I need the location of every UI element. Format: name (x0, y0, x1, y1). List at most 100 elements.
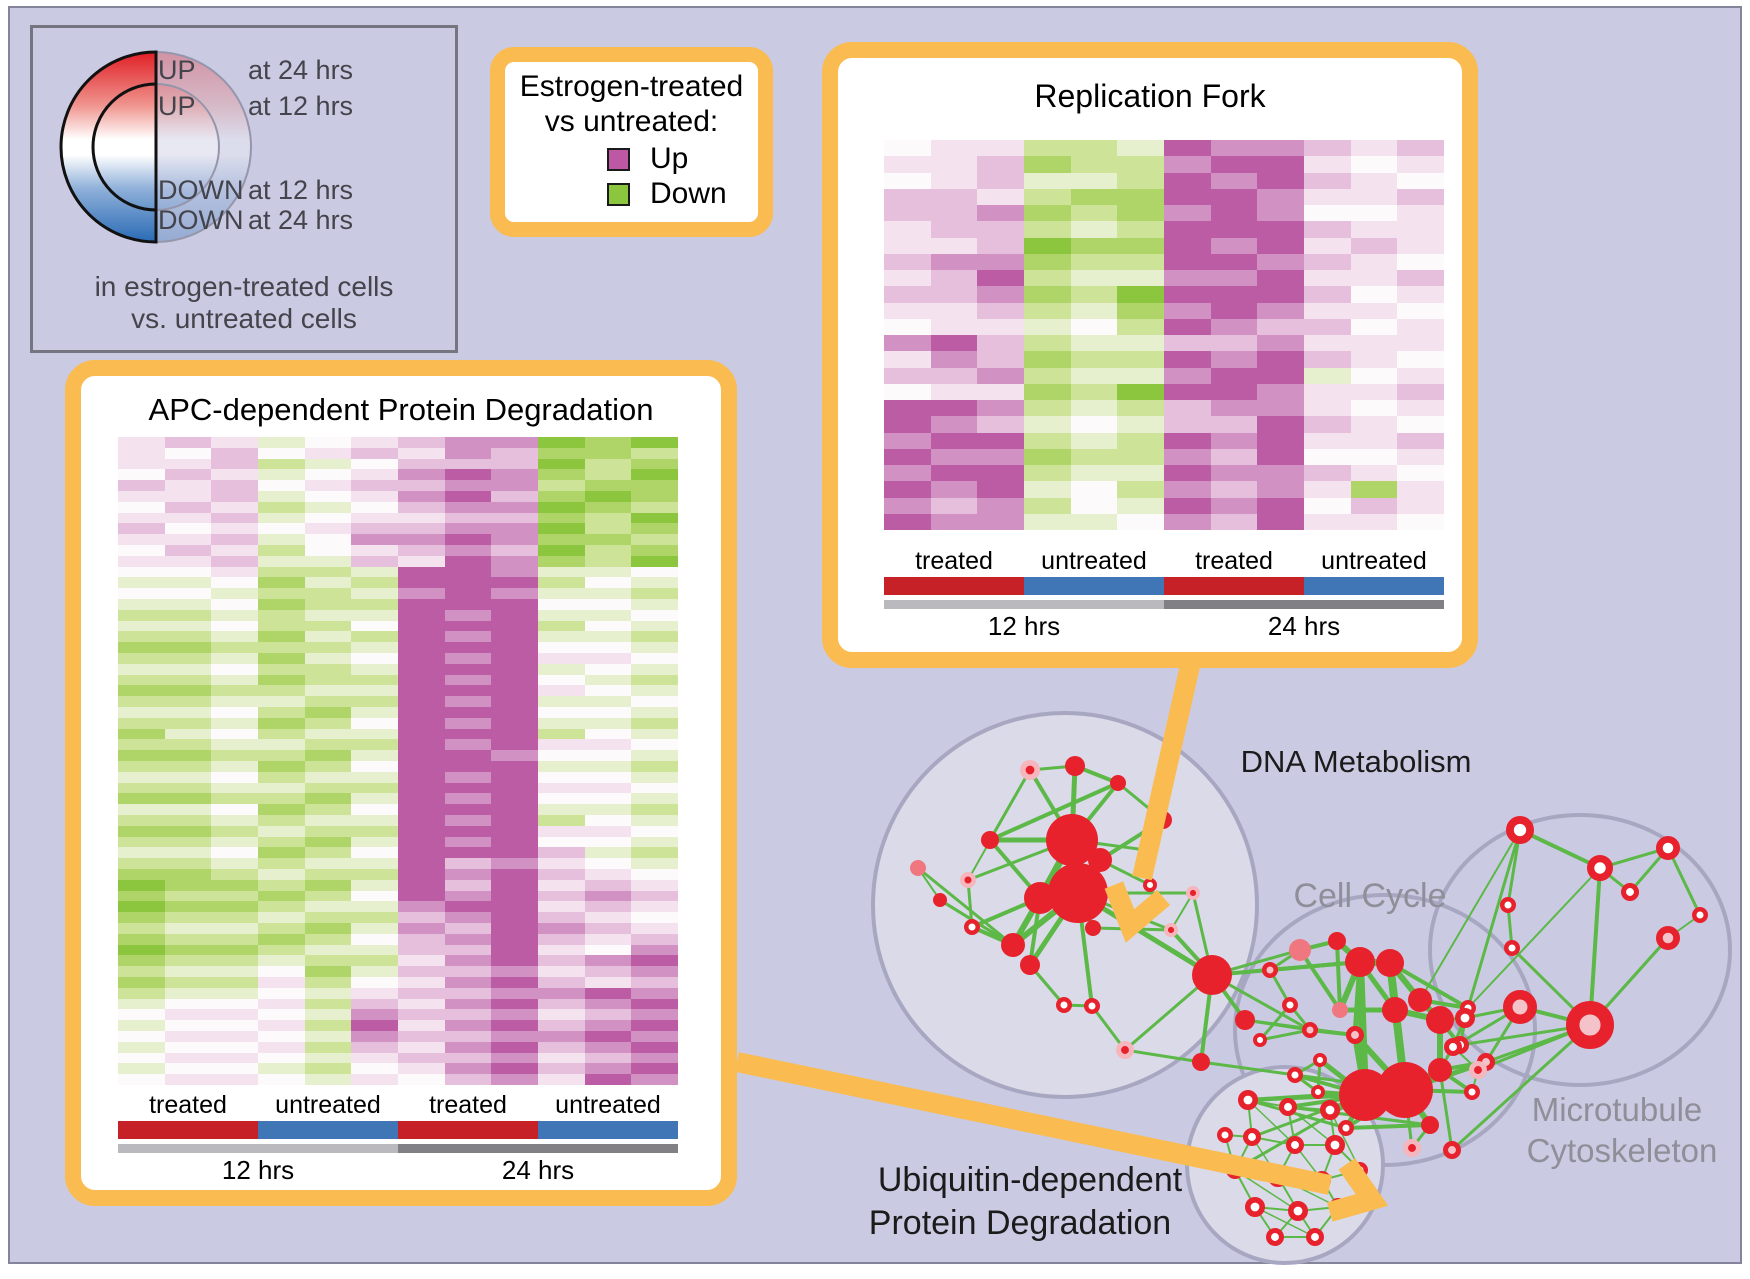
heatmap-cell (351, 545, 398, 556)
heatmap-cell (444, 804, 492, 815)
heatmap-cell (258, 761, 305, 772)
heatmap-cell (538, 901, 585, 913)
heatmap-cell (584, 739, 632, 751)
heatmap-cell (977, 237, 1024, 254)
heatmap-cell (631, 458, 678, 470)
heatmap-cell (304, 1052, 352, 1064)
heatmap-cell (211, 674, 258, 686)
heatmap-cell (1024, 367, 1071, 384)
inner-ring-left-half (91, 82, 158, 212)
heatmap-cell (398, 761, 445, 772)
heatmap-cell (258, 750, 305, 761)
heatmap-cell (631, 869, 678, 880)
heatmap-cell (258, 707, 305, 718)
heatmap-cell (258, 491, 305, 502)
heatmap-cell (444, 545, 492, 556)
heatmap-cell (398, 977, 445, 988)
heatmap-cell (304, 901, 352, 913)
heatmap-cell (118, 955, 165, 967)
heatmap-cell (631, 631, 678, 643)
heatmap-cell (164, 642, 212, 653)
heatmap-cell (304, 545, 352, 556)
heatmap-cell (444, 501, 492, 513)
heatmap-cell (164, 987, 212, 999)
heatmap-cell (584, 707, 632, 718)
heatmap-cell (258, 458, 305, 470)
heatmap-cell (118, 836, 165, 848)
heatmap-cell (930, 156, 978, 173)
heatmap-cell (304, 815, 352, 826)
heatmap-cell (351, 815, 398, 826)
heatmap-cell (304, 761, 352, 772)
heatmap-cell (211, 923, 258, 934)
heatmap-cell (977, 448, 1024, 465)
legend-item-up: Up (505, 144, 758, 174)
heatmap-cell (211, 879, 258, 891)
heatmap-cell (211, 998, 258, 1010)
heatmap-cell (584, 437, 632, 448)
heatmap-cell (444, 642, 492, 653)
heatmap-cell (118, 685, 165, 697)
heatmap-cell (930, 383, 978, 400)
heatmap-cell (1257, 237, 1304, 254)
heatmap-cell (1210, 448, 1258, 465)
heatmap-cell (118, 534, 165, 545)
heatmap-cell (491, 437, 538, 448)
heatmap-cell (211, 858, 258, 869)
heatmap-cell (538, 437, 585, 448)
heatmap-cell (631, 588, 678, 599)
heatmap-cell (258, 609, 305, 621)
heatmap-cell (1257, 367, 1304, 384)
heatmap-cell (584, 620, 632, 632)
heatmap-cell (118, 599, 165, 610)
heatmap-cell (1164, 318, 1211, 335)
heatmap-cell (1350, 481, 1398, 498)
heatmap-cell (584, 912, 632, 923)
heatmap-cell (1350, 367, 1398, 384)
heatmap-cell (351, 534, 398, 545)
heatmap-cell (1257, 497, 1304, 514)
heatmap-cell (491, 858, 538, 869)
heatmap-cell (444, 707, 492, 718)
heatmap-cell (118, 620, 165, 632)
heatmap-cell (118, 858, 165, 869)
heatmap-cell (584, 609, 632, 621)
heatmap-cell (538, 793, 585, 805)
heatmap-cell (1304, 497, 1351, 514)
heatmap-cell (118, 879, 165, 891)
heatmap-cell (258, 523, 305, 535)
heatmap-cell (1350, 270, 1398, 287)
heatmap-cell (538, 512, 585, 524)
heatmap-cell (351, 577, 398, 589)
heatmap-cell (258, 923, 305, 934)
heatmap-cell (398, 1031, 445, 1042)
heatmap-cell (1070, 302, 1118, 319)
heatmap-cell (351, 1041, 398, 1053)
heatmap-cell (118, 1009, 165, 1021)
heatmap-cell (258, 447, 305, 459)
heatmap-cell (304, 977, 352, 988)
group-bar (1164, 577, 1304, 595)
heatmap-cell (538, 847, 585, 859)
heatmap-cell (1257, 416, 1304, 433)
heatmap-cell (631, 437, 678, 448)
heatmap-cell (118, 1052, 165, 1064)
heatmap-cell (1304, 367, 1351, 384)
heatmap-cell (351, 469, 398, 481)
heatmap-cell (491, 577, 538, 589)
heatmap-cell (398, 674, 445, 686)
heatmap-cell (1397, 448, 1444, 465)
heatmap-cell (631, 1041, 678, 1053)
heatmap-cell (1397, 465, 1444, 482)
heatmap-cell (1117, 221, 1164, 238)
heatmap-cell (211, 685, 258, 697)
heatmap-cell (351, 890, 398, 902)
heatmap-cell (1304, 513, 1351, 530)
heatmap-cell (304, 642, 352, 653)
heatmap-cell (1024, 156, 1071, 173)
heatmap-cell (118, 977, 165, 988)
heatmap-cell (584, 815, 632, 826)
heatmap-cell (211, 447, 258, 459)
heatmap-cell (164, 1031, 212, 1042)
heatmap-cell (258, 588, 305, 599)
